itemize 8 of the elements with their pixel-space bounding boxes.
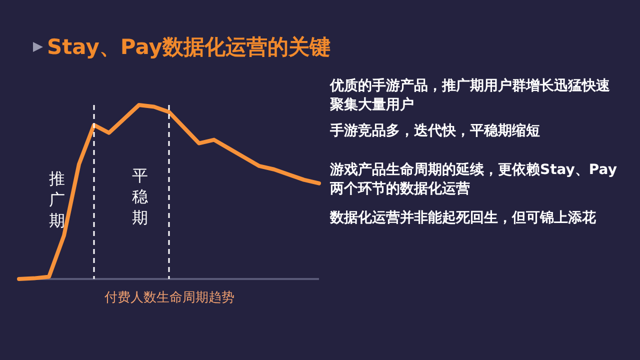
x-axis-title: 付费人数生命周期趋势 [104, 290, 234, 306]
text: 手游竞品多，迭代快，平稳期缩短 [330, 122, 541, 141]
chart-title: Stay、Pay数据化运营的关键 [47, 34, 330, 61]
annotation: 推广期 [49, 168, 66, 231]
text: 优质的手游产品，推广期用户群增长迅猛快速聚集大量用户 [330, 77, 611, 115]
annotation: 平稳期 [132, 165, 149, 228]
text: 游戏产品生命周期的延续，更依赖Stay、Pay两个环节的数据化运营 [330, 161, 618, 199]
text: 数据化运营并非能起死回生，但可锦上添花 [330, 209, 597, 228]
